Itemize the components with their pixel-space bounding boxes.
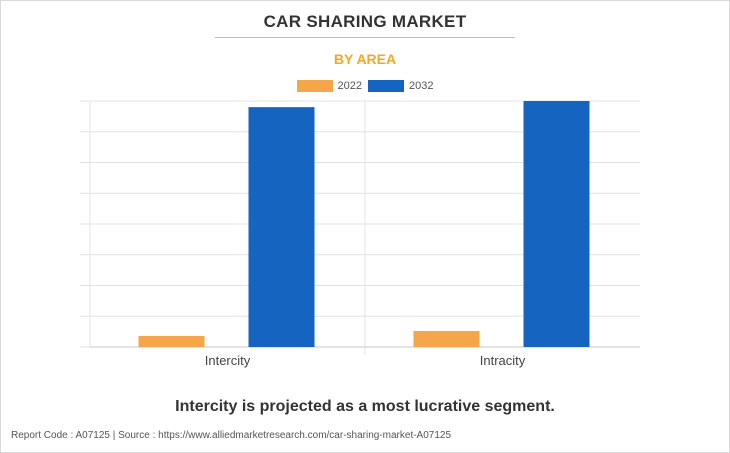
legend-swatch-2022: [296, 80, 333, 92]
legend-item-2032[interactable]: 2032: [368, 80, 433, 92]
legend-item-2022[interactable]: 2022: [296, 80, 362, 92]
title-divider: [215, 37, 515, 38]
legend-label-2032: 2032: [409, 80, 434, 92]
chart-title: CAR SHARING MARKET: [263, 12, 467, 31]
chart-subtitle: BY AREA: [333, 51, 397, 67]
chart-caption: Intercity is projected as a most lucrati…: [175, 398, 555, 415]
x-tick-label: Intracity: [480, 353, 526, 368]
legend: 2022 2032: [0, 80, 730, 92]
source-footer: Report Code : A07125 | Source : https://…: [11, 430, 452, 441]
bar-2022-intracity: [413, 331, 480, 347]
bar-2032-intracity: [523, 101, 590, 347]
legend-label-2022: 2022: [337, 80, 362, 92]
bar-2032-intercity: [248, 107, 315, 348]
x-tick-label: Intercity: [205, 353, 251, 368]
legend-swatch-2032: [368, 80, 404, 92]
bar-2022-intercity: [138, 335, 205, 347]
